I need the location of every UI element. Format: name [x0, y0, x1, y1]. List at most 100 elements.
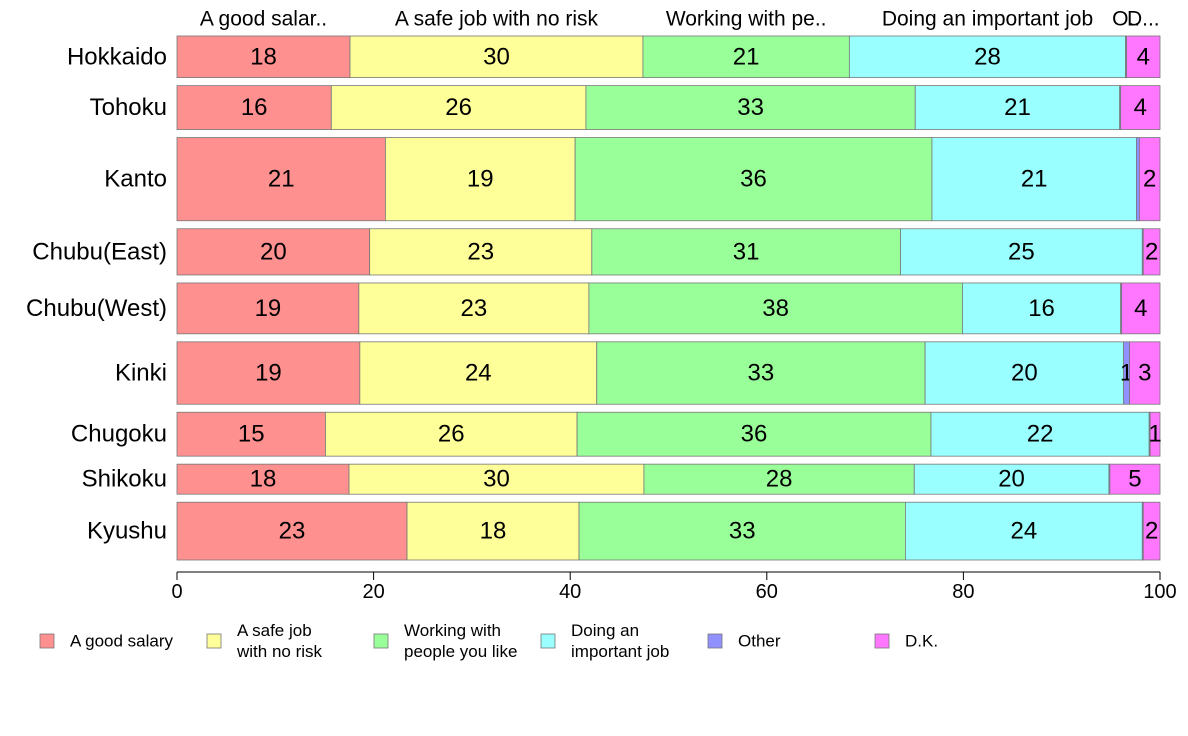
- data-label: 2: [1143, 166, 1156, 193]
- bar-row-shikoku: Shikoku 18 30 28 20 5: [82, 463, 1161, 495]
- bar-row-chubu-east-: Chubu(East) 20 23 31 25 2: [32, 228, 1161, 276]
- bar-segment: [914, 85, 1121, 130]
- data-label: 16: [1028, 295, 1055, 322]
- bar-row-chugoku: Chugoku 15 26 36 22 1: [71, 411, 1162, 457]
- bar-row-kinki: Kinki 19 24 33 20 1 3: [115, 341, 1161, 405]
- data-label: 1: [1148, 421, 1161, 448]
- data-label: 20: [998, 466, 1025, 493]
- data-label: 20: [260, 238, 287, 265]
- data-label: 30: [483, 466, 510, 493]
- data-label: 19: [255, 295, 282, 322]
- bar-segment: [588, 282, 963, 335]
- bar-segment: [384, 137, 576, 222]
- legend-item: Working with people you like: [373, 621, 517, 661]
- bar-segment: [176, 341, 361, 405]
- bar-segment: [358, 282, 590, 335]
- bar-segment: [578, 501, 906, 561]
- bar-segment: [176, 137, 386, 222]
- data-label: 24: [465, 360, 492, 387]
- data-label: 28: [974, 43, 1001, 70]
- data-label: 31: [733, 238, 760, 265]
- bar-segment: [349, 35, 644, 79]
- legend-swatch: [373, 633, 389, 649]
- region-label: Kinki: [115, 360, 167, 387]
- legend-item: A safe job with no risk: [206, 621, 323, 661]
- bar-segment: [348, 463, 645, 495]
- data-label: 21: [733, 43, 760, 70]
- legend-swatch: [707, 633, 723, 649]
- legend-label: D.K.: [905, 632, 938, 651]
- region-label: Hokkaido: [67, 43, 167, 70]
- legend-item: Doing an important job: [540, 621, 669, 661]
- legend-label: A good salary: [70, 632, 174, 651]
- region-label: Kanto: [104, 166, 167, 193]
- bar-segment: [406, 501, 580, 561]
- legend-label: important job: [571, 642, 669, 661]
- bar-segment: [330, 85, 587, 130]
- data-label: 23: [467, 238, 494, 265]
- bar-row-kyushu: Kyushu 23 18 33 24 2: [87, 501, 1161, 561]
- data-label: 23: [279, 518, 306, 545]
- data-label: 36: [740, 166, 767, 193]
- region-label: Tohoku: [90, 94, 167, 121]
- data-label: 22: [1027, 421, 1054, 448]
- top-category-label: A good salar..: [200, 8, 327, 31]
- region-label: Chubu(East): [32, 238, 167, 265]
- bar-segment: [574, 137, 933, 222]
- bar-segment: [176, 85, 332, 130]
- region-label: Chugoku: [71, 421, 167, 448]
- bar-segment: [1126, 35, 1161, 79]
- bar-segment: [913, 463, 1110, 495]
- data-label: 21: [1004, 94, 1031, 121]
- data-label: 33: [737, 94, 764, 121]
- top-category-label: Working with pe..: [666, 8, 827, 31]
- bar-row-kanto: Kanto 21 19 36 21 2: [104, 137, 1161, 222]
- bar-segment: [931, 137, 1137, 222]
- data-label: 33: [729, 518, 756, 545]
- data-label: 5: [1128, 466, 1141, 493]
- data-label: 18: [250, 43, 277, 70]
- x-axis: 0 20 40 60 80 100: [171, 571, 1177, 603]
- data-label: 28: [766, 466, 793, 493]
- legend-label: with no risk: [236, 642, 323, 661]
- legend-label: Working with: [404, 621, 501, 640]
- data-label: 38: [762, 295, 789, 322]
- legend-item: Other: [707, 632, 781, 651]
- legend: A good salary A safe job with no risk Worki…: [39, 621, 938, 661]
- data-label: 2: [1145, 238, 1158, 265]
- bar-segment: [176, 282, 360, 335]
- top-category-label: Doing an important job: [882, 8, 1093, 31]
- top-category-label: A safe job with no risk: [395, 8, 599, 31]
- data-label: 19: [255, 360, 282, 387]
- bar-segment: [1142, 501, 1161, 561]
- legend-swatch: [39, 633, 55, 649]
- data-label: 2: [1145, 518, 1158, 545]
- bar-segment: [325, 411, 578, 457]
- x-tick-label: 80: [952, 581, 974, 603]
- bar-segment: [369, 228, 593, 276]
- bar-segment: [1109, 463, 1161, 495]
- data-label: 3: [1138, 360, 1151, 387]
- bar-segment: [643, 463, 915, 495]
- legend-swatch: [206, 633, 222, 649]
- data-label: 25: [1008, 238, 1035, 265]
- bar-segment: [596, 341, 926, 405]
- bar-row-tohoku: Tohoku 16 26 33 21 4: [90, 85, 1161, 130]
- bar-segment: [1138, 137, 1161, 222]
- bar-segment: [576, 411, 932, 457]
- data-label: 24: [1011, 518, 1038, 545]
- bar-segment: [176, 228, 371, 276]
- top-category-label: D...: [1127, 8, 1160, 31]
- bar-segment: [1149, 411, 1161, 457]
- legend-label: Doing an: [571, 621, 639, 640]
- x-tick-label: 0: [171, 581, 182, 603]
- legend-label: A safe job: [237, 621, 312, 640]
- data-label: 18: [480, 518, 507, 545]
- legend-item: A good salary: [39, 632, 174, 651]
- legend-label: people you like: [404, 642, 517, 661]
- data-label: 21: [268, 166, 295, 193]
- data-label: 4: [1134, 94, 1147, 121]
- bar-segment: [962, 282, 1122, 335]
- bar-segment: [1120, 85, 1161, 130]
